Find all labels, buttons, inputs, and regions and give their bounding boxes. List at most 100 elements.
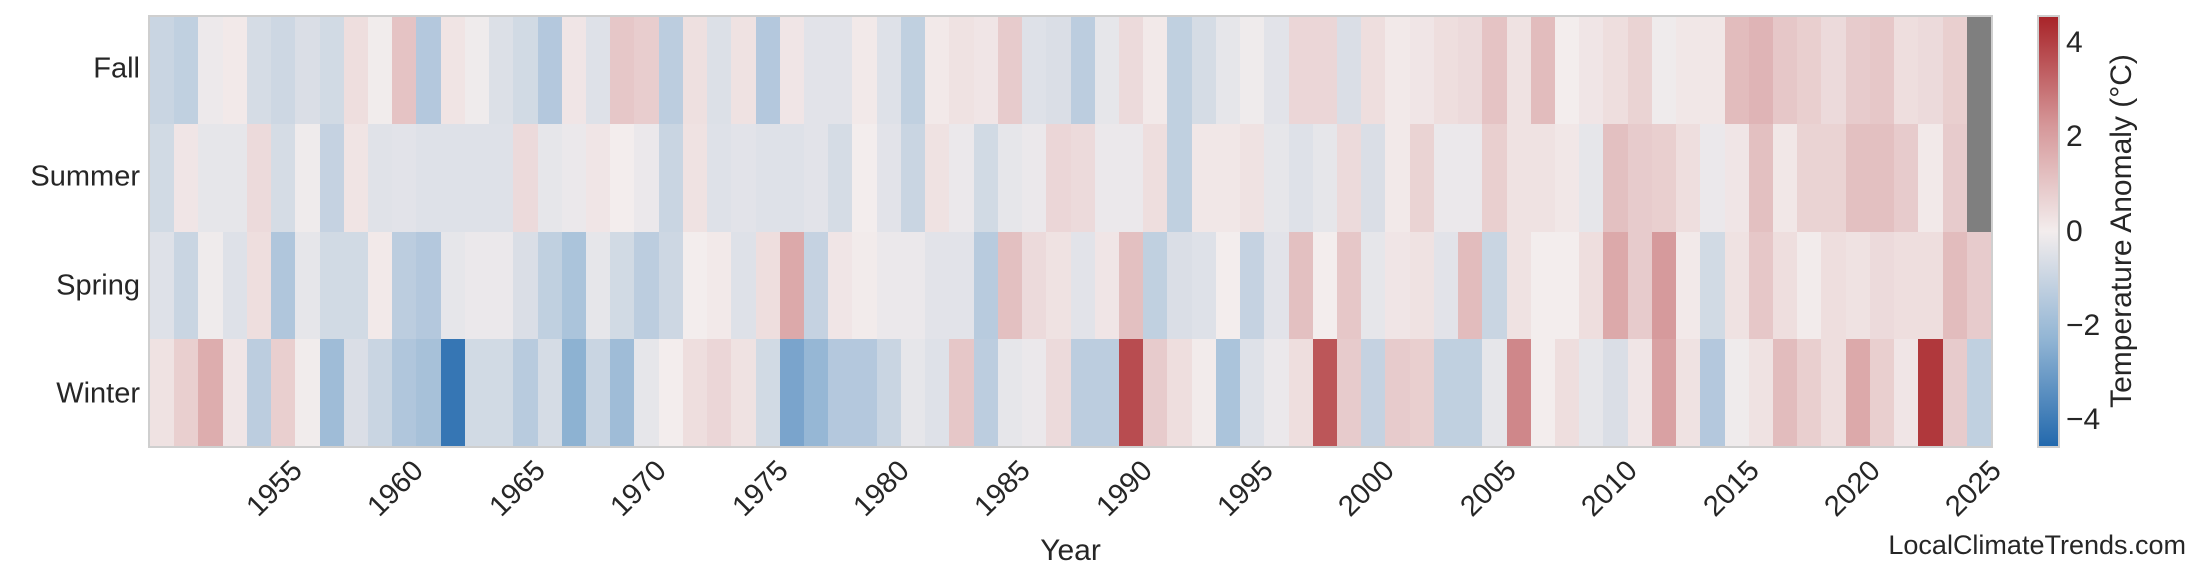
heatmap-cell	[1458, 17, 1483, 125]
heatmap-cell	[1554, 124, 1580, 232]
heatmap-cell	[1603, 17, 1628, 125]
heatmap-cell	[682, 338, 708, 446]
heatmap-cell	[1312, 338, 1337, 446]
heatmap-cell	[1094, 338, 1119, 446]
heatmap-cell	[731, 124, 756, 232]
heatmap-cell	[658, 338, 683, 446]
heatmap-cell	[1579, 124, 1604, 232]
heatmap-cell	[1240, 124, 1265, 232]
heatmap-cell	[440, 124, 465, 232]
heatmap-cell	[1240, 338, 1265, 446]
heatmap-cell	[222, 124, 247, 232]
heatmap-cell	[1845, 124, 1870, 232]
heatmap-cell	[1118, 17, 1144, 125]
heatmap-cell	[1433, 231, 1459, 339]
heatmap-cell	[513, 124, 538, 232]
heatmap-cell	[1385, 124, 1410, 232]
heatmap-cell	[1240, 231, 1265, 339]
heatmap-cell	[876, 17, 901, 125]
heatmap-cell	[464, 124, 490, 232]
heatmap-cell	[174, 17, 199, 125]
heatmap-cell	[779, 231, 805, 339]
heatmap-cell	[804, 338, 829, 446]
heatmap-cell	[1579, 17, 1604, 125]
heatmap-cell	[1385, 17, 1410, 125]
heatmap-cell	[174, 124, 199, 232]
heatmap-cell	[852, 231, 877, 339]
heatmap-cell	[1918, 231, 1943, 339]
heatmap-cell	[1845, 231, 1870, 339]
heatmap-cell	[1554, 17, 1580, 125]
x-tick-label: 2025	[1939, 454, 2009, 523]
heatmap-cell	[464, 338, 490, 446]
heatmap-cell	[246, 17, 272, 125]
heatmap-cell	[586, 17, 611, 125]
heatmap-cell	[804, 231, 829, 339]
heatmap-cell	[1748, 17, 1773, 125]
heatmap-cell	[1676, 338, 1701, 446]
heatmap-cell	[1918, 124, 1943, 232]
heatmap-cell	[1966, 124, 1991, 232]
heatmap-cell	[755, 231, 780, 339]
heatmap-cell	[271, 338, 296, 446]
heatmap-cell	[1118, 124, 1144, 232]
heatmap-cell	[852, 17, 877, 125]
heatmap-cell	[1191, 124, 1216, 232]
heatmap-cell	[1748, 231, 1773, 339]
heatmap-cell	[1700, 338, 1725, 446]
heatmap-cell	[1676, 231, 1701, 339]
heatmap-cell	[1022, 231, 1047, 339]
heatmap-cell	[150, 338, 175, 446]
heatmap-cell	[1579, 231, 1604, 339]
heatmap-cell	[973, 124, 998, 232]
heatmap-cell	[1264, 231, 1289, 339]
heatmap-cell	[1143, 17, 1168, 125]
heatmap-cell	[392, 338, 417, 446]
heatmap-cell	[271, 231, 296, 339]
x-axis-title: Year	[1040, 534, 1101, 567]
heatmap-cell	[1530, 17, 1555, 125]
row-label-fall: Fall	[93, 52, 140, 85]
heatmap-cell	[634, 124, 659, 232]
heatmap-cell	[876, 124, 901, 232]
heatmap-cell	[513, 231, 538, 339]
x-tick-label: 1980	[847, 454, 916, 523]
heatmap-cell	[707, 17, 732, 125]
heatmap-cell	[876, 231, 901, 339]
heatmap-cell	[150, 124, 175, 232]
heatmap-cell	[1676, 124, 1701, 232]
heatmap-cell	[1894, 124, 1919, 232]
x-tick-label: 2000	[1332, 454, 1402, 523]
heatmap-cell	[1797, 231, 1822, 339]
heatmap-cell	[1918, 17, 1943, 125]
heatmap-cell	[1433, 124, 1459, 232]
heatmap-cell	[634, 17, 659, 125]
heatmap-cell	[1869, 231, 1895, 339]
heatmap-cell	[1167, 338, 1192, 446]
x-tick-label: 1960	[361, 454, 431, 523]
heatmap-cell	[1022, 124, 1047, 232]
heatmap-cell	[1022, 17, 1047, 125]
heatmap-cell	[1627, 124, 1652, 232]
heatmap-cell	[1530, 124, 1555, 232]
heatmap-cell	[295, 231, 320, 339]
heatmap-cell	[876, 338, 901, 446]
heatmap-cell	[1869, 124, 1895, 232]
heatmap-cell	[1022, 338, 1047, 446]
heatmap-cell	[1070, 338, 1095, 446]
heatmap-cell	[1700, 231, 1725, 339]
heatmap-cell	[343, 124, 368, 232]
heatmap-cell	[1070, 124, 1095, 232]
heatmap-cell	[1361, 124, 1386, 232]
heatmap-cell	[1966, 17, 1991, 125]
heatmap-cell	[1506, 231, 1531, 339]
heatmap-cell	[755, 124, 780, 232]
heatmap-cell	[343, 338, 368, 446]
heatmap-cell	[1409, 231, 1434, 339]
heatmap-cell	[1409, 338, 1434, 446]
x-tick-label: 1995	[1211, 454, 1280, 523]
heatmap-cell	[1191, 231, 1216, 339]
heatmap-cell	[852, 124, 877, 232]
heatmap-cell	[295, 17, 320, 125]
heatmap-cell	[682, 124, 708, 232]
